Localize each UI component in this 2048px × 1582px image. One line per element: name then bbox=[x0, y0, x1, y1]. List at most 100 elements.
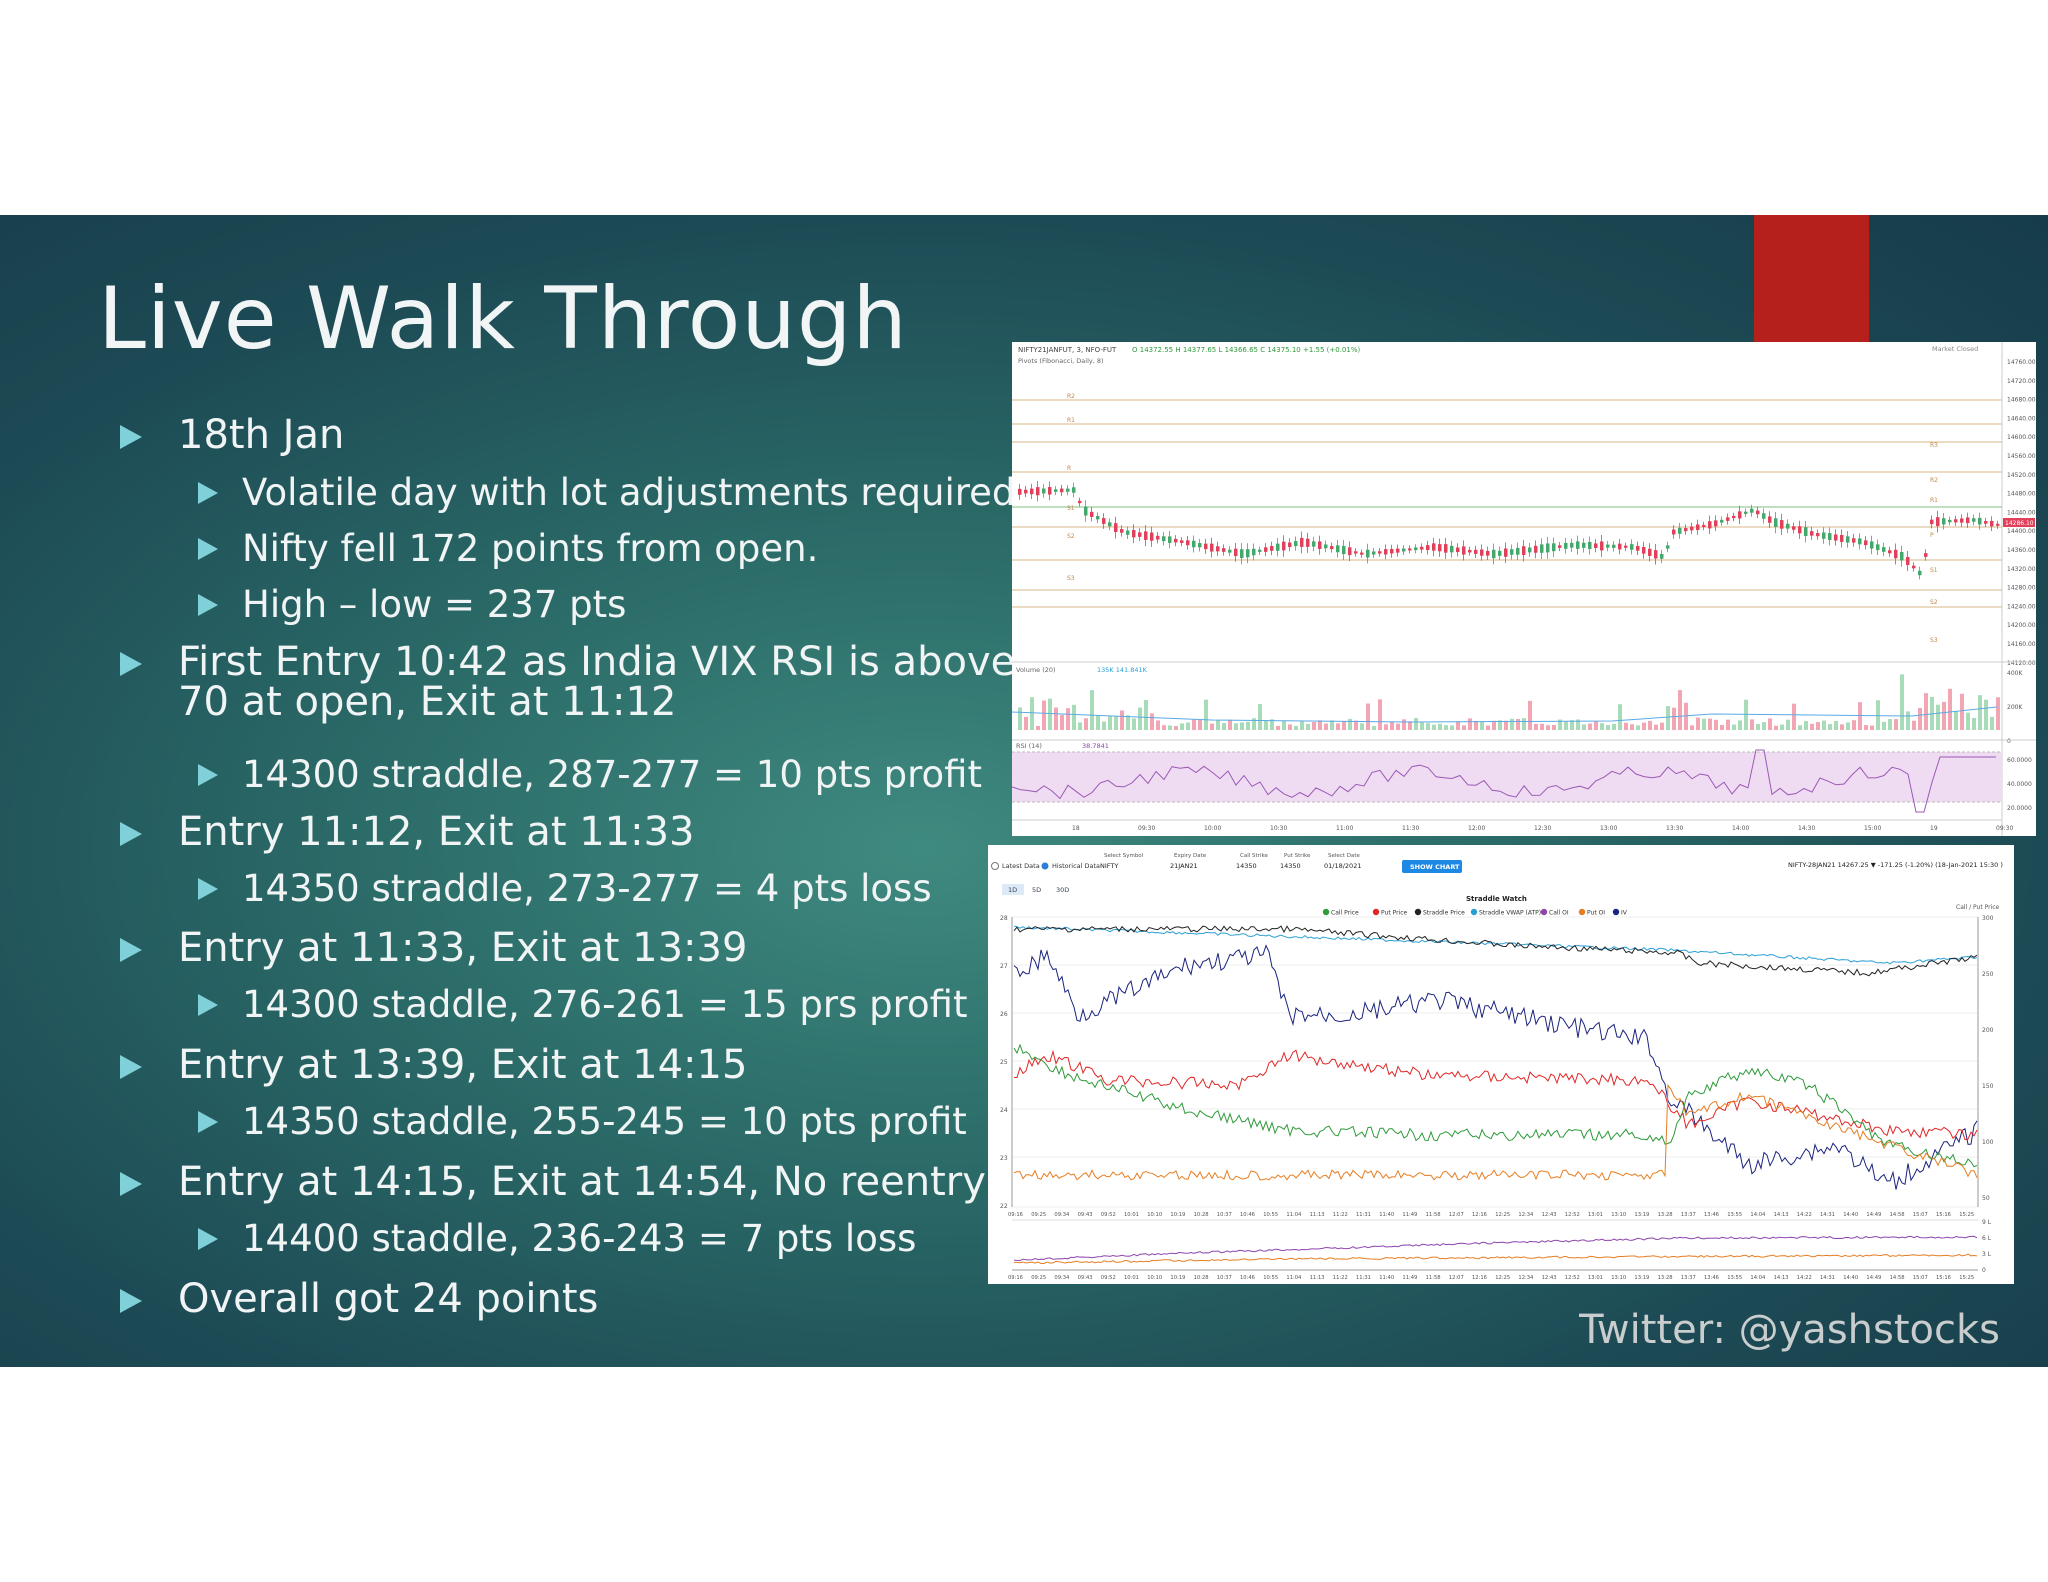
time-tick-label: 10:10 bbox=[1147, 1212, 1162, 1218]
candle bbox=[1522, 546, 1526, 556]
candle bbox=[1030, 488, 1034, 495]
candle bbox=[1900, 552, 1904, 561]
sub-bullet-item: 14400 staddle, 236-243 = 7 pts loss bbox=[198, 1219, 916, 1259]
candle bbox=[1576, 541, 1580, 549]
volume-bar bbox=[1384, 724, 1388, 730]
pivot-label: S3 bbox=[1067, 575, 1075, 582]
volume-bar bbox=[1468, 718, 1472, 730]
left-tick-label: 23 bbox=[1000, 1155, 1008, 1162]
volume-bar bbox=[1876, 700, 1880, 730]
time-tick-label: 09:30 bbox=[1138, 825, 1155, 832]
candle bbox=[1708, 521, 1712, 529]
price-tick-label: 14400.00 bbox=[2007, 528, 2036, 535]
right-tick-label: 100 bbox=[1982, 1139, 1994, 1146]
volume-bar bbox=[1852, 720, 1856, 730]
volume-bar bbox=[1264, 720, 1268, 730]
candle bbox=[1078, 500, 1082, 504]
volume-bar bbox=[1342, 721, 1346, 730]
time-tick-label: 10:55 bbox=[1263, 1212, 1278, 1218]
time-tick-label: 11:04 bbox=[1286, 1275, 1302, 1281]
bullet-arrow-icon bbox=[198, 1111, 218, 1133]
volume-bar bbox=[1456, 721, 1460, 730]
candle bbox=[1060, 488, 1064, 493]
accent-bar bbox=[1754, 215, 1869, 342]
candle bbox=[1630, 544, 1634, 550]
volume-bar bbox=[1090, 690, 1094, 730]
volume-bar bbox=[1594, 721, 1598, 730]
oi-tick-label: 0 bbox=[1982, 1267, 1986, 1274]
chart-title: Straddle Watch bbox=[1466, 895, 1527, 903]
volume-bar bbox=[1894, 719, 1898, 730]
candle bbox=[1432, 543, 1436, 551]
right-tick-label: 50 bbox=[1982, 1195, 1990, 1202]
volume-bar bbox=[1924, 693, 1928, 730]
bullet-arrow-icon bbox=[120, 822, 142, 846]
pivot-label: S2 bbox=[1930, 599, 1938, 606]
time-tick-label: 12:16 bbox=[1472, 1212, 1487, 1218]
rsi-line bbox=[1012, 749, 1996, 813]
candle bbox=[1648, 548, 1652, 556]
volume-bar bbox=[1360, 723, 1364, 730]
bullet-arrow-icon bbox=[120, 1055, 142, 1079]
candle bbox=[1966, 517, 1970, 524]
right-tick-label: 150 bbox=[1982, 1083, 1994, 1090]
candle bbox=[1498, 550, 1502, 556]
time-tick-label: 12:00 bbox=[1468, 825, 1485, 832]
volume-bar bbox=[1348, 718, 1352, 730]
time-tick-label: 11:22 bbox=[1333, 1275, 1348, 1281]
time-tick-label: 13:01 bbox=[1588, 1275, 1603, 1281]
pivot-label: S3 bbox=[1930, 637, 1938, 644]
right-tick-label: 300 bbox=[1982, 915, 1994, 922]
candle bbox=[1894, 549, 1898, 559]
volume-bar bbox=[1546, 725, 1550, 730]
volume-bar bbox=[1318, 720, 1322, 730]
slide-title: Live Walk Through bbox=[98, 269, 908, 369]
volume-bar bbox=[1162, 725, 1166, 730]
candle bbox=[1054, 489, 1058, 492]
bullet-arrow-icon bbox=[120, 1172, 142, 1196]
time-tick-label: 11:49 bbox=[1402, 1275, 1417, 1281]
candle bbox=[1570, 542, 1574, 548]
bullet-text: First Entry 10:42 as India VIX RSI is ab… bbox=[178, 639, 1016, 685]
range-tab: 5D bbox=[1032, 886, 1041, 894]
legend-marker bbox=[1372, 908, 1380, 916]
volume-bar bbox=[1402, 719, 1406, 730]
bullet-arrow-icon bbox=[120, 652, 142, 676]
time-tick-label: 13:28 bbox=[1658, 1212, 1673, 1218]
time-tick-label: 09:52 bbox=[1101, 1212, 1116, 1218]
candle bbox=[1042, 488, 1046, 494]
volume-bar bbox=[1570, 720, 1574, 730]
candle bbox=[1408, 548, 1412, 551]
bullet-text: Entry at 11:33, Exit at 13:39 bbox=[178, 925, 748, 971]
volume-bar bbox=[1984, 699, 1988, 730]
candle bbox=[1780, 520, 1784, 529]
price-tick-label: 14480.00 bbox=[2007, 491, 2036, 498]
time-tick-label: 14:49 bbox=[1866, 1212, 1881, 1218]
candle bbox=[1552, 543, 1556, 552]
time-tick-label: 14:00 bbox=[1732, 825, 1749, 832]
volume-bar bbox=[1954, 710, 1958, 730]
volume-bar bbox=[1702, 718, 1706, 730]
volume-bar bbox=[1828, 724, 1832, 730]
volume-bar bbox=[1138, 707, 1142, 730]
volume-bar bbox=[1624, 722, 1628, 730]
volume-bar bbox=[1936, 704, 1940, 730]
volume-bar bbox=[1642, 722, 1646, 730]
sub-bullet-item: Nifty fell 172 points from open. bbox=[198, 529, 818, 569]
time-tick-label: 18 bbox=[1072, 825, 1080, 832]
bullet-text: Entry at 14:15, Exit at 14:54, No reentr… bbox=[178, 1159, 986, 1205]
last-price-text: 14286.10 bbox=[2005, 520, 2034, 527]
bullet-arrow-icon bbox=[198, 878, 218, 900]
candle bbox=[1312, 541, 1316, 547]
volume-bar bbox=[1246, 721, 1250, 730]
rsi-tick-label: 60.0000 bbox=[2007, 757, 2032, 764]
bullet-item: Entry at 11:33, Exit at 13:39 bbox=[120, 928, 747, 968]
volume-bar bbox=[1474, 720, 1478, 730]
range-tab: 1D bbox=[1008, 886, 1017, 894]
volume-bar bbox=[1084, 718, 1088, 730]
candle bbox=[1600, 541, 1604, 551]
pivot-label: R bbox=[1067, 465, 1071, 472]
time-tick-label: 14:40 bbox=[1843, 1212, 1858, 1218]
candle bbox=[1384, 549, 1388, 555]
candle bbox=[1240, 549, 1244, 558]
